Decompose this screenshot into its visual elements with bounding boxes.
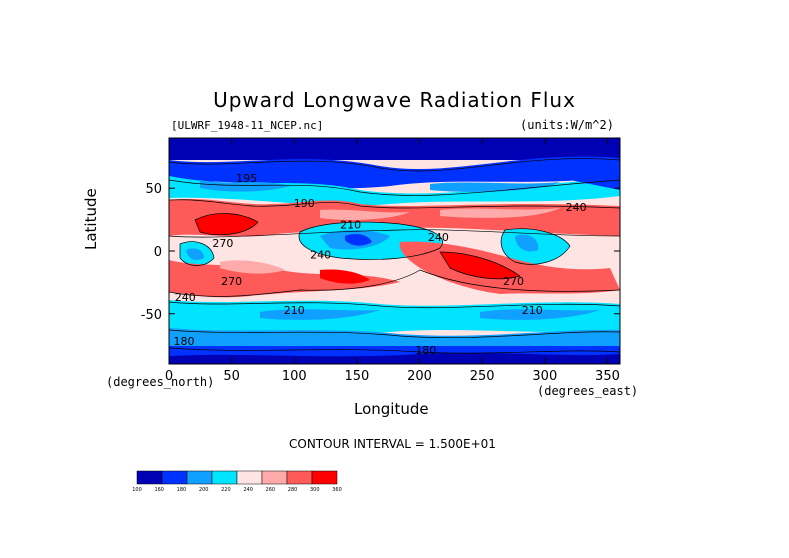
contour-label: 180 [415, 344, 436, 357]
units-label: (units:W/m^2) [520, 118, 614, 132]
y-axis-units: (degrees_north) [106, 375, 215, 389]
contour-label: 210 [284, 304, 305, 317]
contour-label: 240 [310, 249, 331, 262]
contour-label: 210 [340, 218, 361, 231]
x-tick-label: 100 [282, 369, 307, 384]
contour-label: 240 [566, 201, 587, 214]
x-tick-label: 350 [595, 369, 620, 384]
contour-label: 180 [174, 335, 195, 348]
y-tick-label: 50 [145, 182, 162, 197]
x-axis-units: (degrees_east) [537, 384, 639, 398]
contour-field [169, 138, 620, 364]
contour-label: 240 [428, 231, 449, 244]
contour-label: 190 [294, 197, 315, 210]
contour-label: 210 [522, 304, 543, 317]
y-axis-label: Latitude [82, 188, 100, 250]
contour-label: 270 [503, 275, 524, 288]
y-tick-label: -50 [141, 308, 162, 323]
contour-label: 270 [221, 275, 242, 288]
x-tick-label: 300 [532, 369, 557, 384]
x-tick-label: 250 [470, 369, 495, 384]
chart-title: Upward Longwave Radiation Flux [213, 88, 576, 112]
x-axis-label: Longitude [354, 400, 429, 418]
contour-label: 240 [175, 291, 196, 304]
contour-labels: 240 240 240 240 210 210 210 270 270 270 180 180 195 1… [174, 172, 587, 357]
x-tick-label: 150 [345, 369, 370, 384]
x-tick-label: 200 [407, 369, 432, 384]
contour-interval-note: CONTOUR INTERVAL = 1.500E+01 [289, 437, 496, 451]
dataset-filename: [ULWRF_1948-11_NCEP.nc] [171, 119, 324, 132]
axis-ticks: 0 50 100 150 200 250 300 350 -50 0 50 [141, 138, 620, 384]
y-tick-label: 0 [154, 245, 162, 260]
contour-label: 270 [212, 237, 233, 250]
contour-label: 195 [236, 172, 257, 185]
x-tick-label: 50 [223, 369, 240, 384]
x-tick-label: 0 [165, 369, 173, 384]
